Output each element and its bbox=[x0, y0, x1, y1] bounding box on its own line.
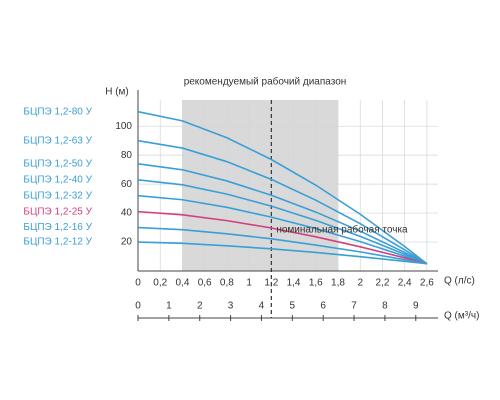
x-tick-label: 2,2 bbox=[375, 278, 389, 289]
x2-tick-label: 8 bbox=[382, 301, 388, 312]
curve bbox=[137, 178, 428, 265]
x2-tick-label: 6 bbox=[320, 301, 326, 312]
curve bbox=[137, 110, 428, 265]
x2-tick-label: 5 bbox=[290, 301, 296, 312]
x-tick-label: 1 bbox=[246, 278, 252, 289]
x2-tick-label: 2 bbox=[197, 301, 203, 312]
y-tick-label: 100 bbox=[115, 121, 132, 132]
x-tick-label: 0,2 bbox=[153, 278, 167, 289]
x2-axis-label: Q (м³/ч) bbox=[444, 311, 479, 322]
series-label: БЦПЭ 1,2-25 У bbox=[23, 206, 92, 217]
x-tick-label: 1,4 bbox=[287, 278, 301, 289]
x-tick-label: 2,4 bbox=[398, 278, 412, 289]
x-tick-label: 1,8 bbox=[331, 278, 345, 289]
curve bbox=[137, 226, 428, 265]
series-label: БЦПЭ 1,2-40 У bbox=[23, 174, 92, 185]
curve bbox=[137, 241, 427, 265]
x2-tick-label: 0 bbox=[135, 301, 141, 312]
range-band bbox=[182, 100, 338, 271]
x-tick-label: 2 bbox=[357, 278, 363, 289]
curve bbox=[137, 163, 428, 265]
curve bbox=[137, 139, 428, 265]
y-tick-label: 60 bbox=[121, 179, 133, 190]
x-tick-label: 1,6 bbox=[309, 278, 323, 289]
series-label: БЦПЭ 1,2-12 У bbox=[23, 237, 92, 248]
x2-tick-label: 7 bbox=[351, 301, 357, 312]
y-tick-label: 80 bbox=[121, 150, 133, 161]
series-label: БЦПЭ 1,2-80 У bbox=[23, 106, 92, 117]
x-tick-label: 0,6 bbox=[198, 278, 212, 289]
y-tick-label: 40 bbox=[121, 208, 133, 219]
x-tick-label: 0,8 bbox=[220, 278, 234, 289]
annotation-top: рекомендуемый рабочий диапазон bbox=[184, 76, 347, 88]
x2-tick-label: 4 bbox=[259, 301, 265, 312]
x2-tick-label: 3 bbox=[228, 301, 234, 312]
curve bbox=[137, 194, 428, 265]
y-tick-label: 20 bbox=[121, 237, 133, 248]
x2-tick-label: 9 bbox=[413, 301, 419, 312]
series-label: БЦПЭ 1,2-50 У bbox=[23, 158, 92, 169]
annotation-point: номинальная рабочая точка bbox=[276, 224, 408, 236]
x-tick-label: 0,4 bbox=[175, 278, 189, 289]
x-tick-label: 2,6 bbox=[420, 278, 434, 289]
series-label: БЦПЭ 1,2-16 У bbox=[23, 222, 92, 233]
x2-tick-label: 1 bbox=[166, 301, 172, 312]
x-tick-label: 0 bbox=[135, 278, 141, 289]
series-label: БЦПЭ 1,2-63 У bbox=[23, 135, 92, 146]
y-axis-label: Н (м) bbox=[105, 87, 129, 98]
series-label: БЦПЭ 1,2-32 У bbox=[23, 190, 92, 201]
curve bbox=[137, 210, 428, 265]
x-axis-label: Q (л/с) bbox=[444, 276, 475, 287]
